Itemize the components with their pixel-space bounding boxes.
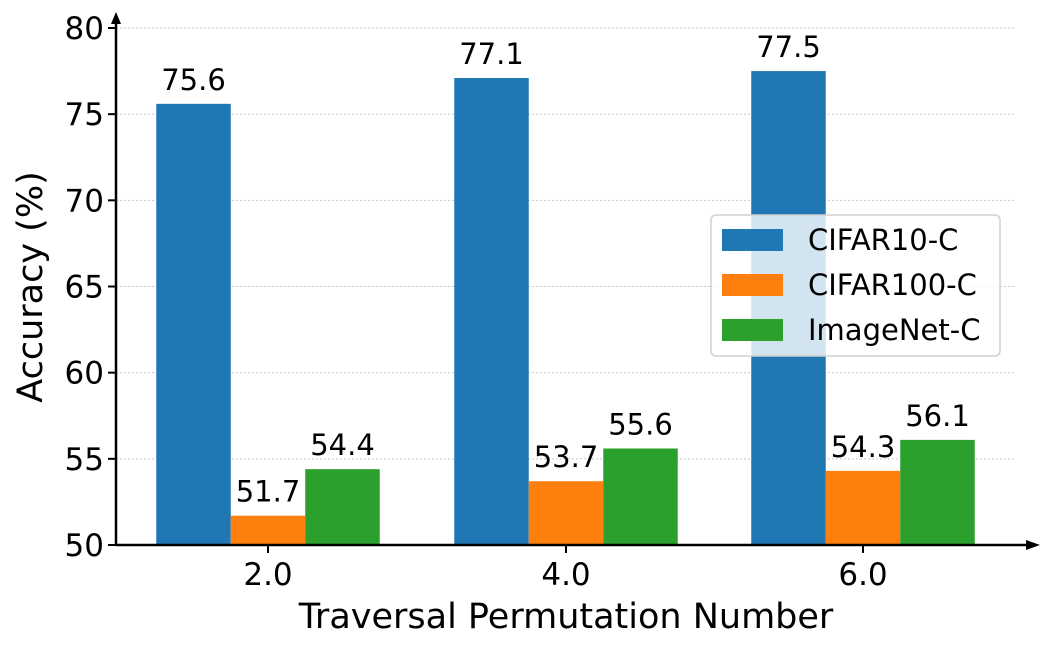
data-label: 51.7 [236, 475, 301, 509]
data-labels-group: 75.6 77.1 77.5 51.7 53.7 54.3 54.4 55.6 56.1 [161, 30, 970, 509]
y-tick-label: 80 [65, 11, 104, 47]
gridlines [116, 27, 1015, 460]
data-label: 55.6 [608, 407, 673, 441]
legend-swatch [722, 319, 783, 341]
y-tick-label: 55 [65, 442, 104, 478]
bar-imagenet-c-4.0 [603, 448, 678, 545]
bar-cifar100-c-4.0 [528, 481, 604, 545]
bar-imagenet-c-2.0 [305, 469, 380, 545]
x-axis-arrow [1026, 540, 1040, 550]
y-axis-arrow [111, 12, 121, 24]
bar-cifar10-c-2.0 [156, 103, 231, 546]
x-tick-label: 4.0 [541, 557, 590, 593]
y-tick-label: 50 [65, 528, 104, 564]
legend-label: CIFAR10-C [808, 223, 958, 257]
data-label: 54.4 [310, 428, 375, 462]
bar-imagenet-c-6.0 [900, 439, 975, 545]
legend-label: CIFAR100-C [808, 268, 977, 302]
legend-box [710, 214, 1001, 357]
axes-group: 50 55 60 65 70 75 80 2.0 4.0 6.0 [65, 11, 1040, 593]
data-label: 75.6 [161, 63, 226, 97]
x-tick-label: 6.0 [838, 557, 887, 593]
legend: CIFAR10-C CIFAR100-C ImageNet-C [710, 214, 1001, 357]
x-axis-title: Traversal Permutation Number [298, 597, 834, 637]
data-label: 77.1 [459, 37, 524, 71]
y-axis-title: Accuracy (%) [11, 171, 51, 402]
bar-cifar100-c-2.0 [230, 515, 306, 545]
bar-cifar100-c-6.0 [825, 470, 901, 545]
data-label: 56.1 [905, 399, 970, 433]
data-label: 54.3 [831, 430, 896, 464]
y-tick-label: 60 [65, 356, 104, 392]
legend-label: ImageNet-C [808, 313, 980, 347]
y-tick-label: 70 [65, 183, 104, 219]
legend-swatch [722, 229, 783, 251]
y-tick-label: 75 [65, 97, 104, 133]
bar-cifar10-c-4.0 [454, 77, 529, 545]
y-tick-label: 65 [65, 270, 104, 306]
legend-swatch [722, 274, 783, 296]
data-label: 53.7 [534, 440, 599, 474]
x-tick-label: 2.0 [243, 557, 292, 593]
data-label: 77.5 [756, 30, 821, 64]
